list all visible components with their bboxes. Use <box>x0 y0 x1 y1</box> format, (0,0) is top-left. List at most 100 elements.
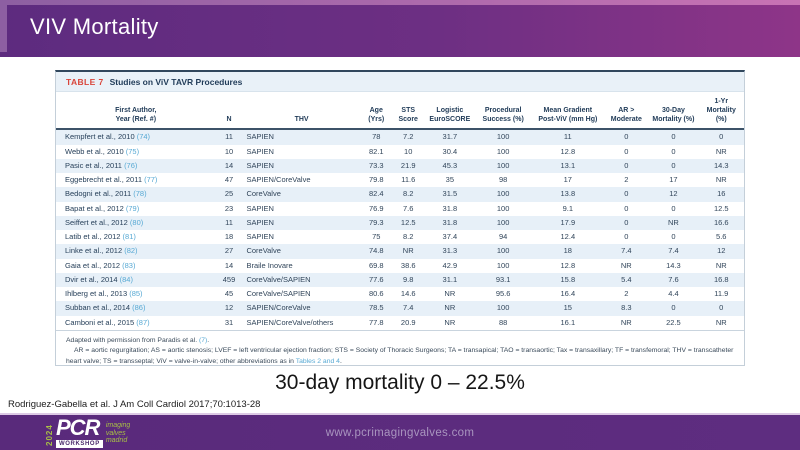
table-cell: 73.3 <box>368 160 384 170</box>
table-cell: 13.8 <box>560 189 576 199</box>
reference-link[interactable]: (80) <box>129 217 144 227</box>
table-cell: 7.4 <box>621 246 632 256</box>
table-row: Webb et al., 2010 (75) 10 SAPIEN 82.1 10 30.4… <box>56 145 744 159</box>
table-cell: 0 <box>624 203 629 213</box>
footer-url[interactable]: www.pcrimagingvalves.com <box>325 426 475 439</box>
table-cell: 14 <box>224 160 234 170</box>
reference-link[interactable]: (75) <box>125 146 140 156</box>
table-cell: NR <box>668 217 679 227</box>
table-cell: 0 <box>624 189 629 199</box>
table-cell: SAPIEN <box>246 146 274 156</box>
table-cell: 17.9 <box>560 217 576 227</box>
reference-link[interactable]: (82) <box>124 246 138 256</box>
slide-title: VIV Mortality <box>30 14 159 39</box>
author-text: Kempfert et al., 2010 <box>65 132 137 142</box>
table-cell: SAPIEN <box>246 160 274 170</box>
table-cell: 7.6 <box>403 203 414 213</box>
table-cell: 42.9 <box>442 260 458 270</box>
reference-link[interactable]: (84) <box>119 274 133 284</box>
author-text: Eggebrecht et al., 2011 <box>65 175 145 185</box>
table-cell: 77.6 <box>368 274 384 284</box>
table-cell: 12.4 <box>560 232 576 242</box>
table-cell: 14.3 <box>666 260 681 270</box>
reference-link[interactable]: (76) <box>124 160 138 170</box>
reference-link[interactable]: (74) <box>136 132 151 142</box>
logo-year: 2024 <box>45 424 54 446</box>
footnote-ref-link[interactable]: (7) <box>198 336 208 344</box>
table-cell: 11 <box>563 132 572 142</box>
table-cell: 0 <box>624 217 629 227</box>
table-row: Eggebrecht et al., 2011 (77) 47 SAPIEN/Cor… <box>56 173 744 187</box>
table-cell: 100 <box>496 217 510 227</box>
table-cell: 38.6 <box>400 260 416 270</box>
footnote-abbreviations-text: AR = aortic regurgitation; AS = aortic s… <box>66 347 734 365</box>
table-cell: 0 <box>719 303 724 313</box>
footnote-permission: Adapted with permission from Paradis et … <box>66 336 734 347</box>
table-cell: 13.1 <box>560 160 576 170</box>
table-cell: Braile Inovare <box>246 260 293 270</box>
table-cell: 23 <box>224 203 234 213</box>
table-cell: 11.9 <box>714 289 729 299</box>
table-cell: SAPIEN/CoreValve/others <box>246 317 334 327</box>
table-cell: 12 <box>669 189 678 199</box>
reference-link[interactable]: (86) <box>132 303 146 313</box>
table-cell: 2 <box>624 289 629 299</box>
table-cell: 12.8 <box>560 260 576 270</box>
table-cell: 31.7 <box>442 132 458 142</box>
table-cell: 0 <box>671 132 676 142</box>
table-cell: 5.6 <box>716 232 727 242</box>
logo-workshop-label: WORKSHOP <box>56 439 103 448</box>
table-cell: 7.6 <box>668 274 679 284</box>
reference-link[interactable]: (79) <box>125 203 140 213</box>
table-cell: 16.1 <box>560 317 576 327</box>
footnote-tables-link[interactable]: Tables 2 and 4 <box>295 357 340 365</box>
table-cell: 35 <box>445 175 455 185</box>
reference-link[interactable]: (85) <box>129 289 143 299</box>
footnote-permission-text: Adapted with permission from Paradis et … <box>66 336 199 344</box>
reference-link[interactable]: (81) <box>122 232 136 242</box>
table-cell: 0 <box>624 160 629 170</box>
table-cell: NR <box>715 146 727 156</box>
table-cell: 12 <box>224 303 234 313</box>
studies-table: First Author, Year (Ref. #) N THV Age (Yrs)… <box>56 92 744 330</box>
table-cell: 7.4 <box>668 246 679 256</box>
table-cell: 15.8 <box>560 274 576 284</box>
column-header: STS Score <box>391 92 425 131</box>
table-cell: 95.6 <box>495 289 511 299</box>
table-cell: CoreValve/SAPIEN <box>246 274 311 284</box>
reference-link[interactable]: (78) <box>133 189 147 199</box>
table-cell: 82.1 <box>368 146 384 156</box>
author-cell: Bedogni et al., 2011 (78) <box>56 187 216 201</box>
table-cell: 100 <box>496 189 510 199</box>
reference-link[interactable]: (83) <box>122 260 136 270</box>
column-header: Logistic EuroSCORE <box>424 92 475 131</box>
reference-link[interactable]: (77) <box>144 175 158 185</box>
column-header: Procedural Success (%) <box>474 92 532 131</box>
table-cell: 18 <box>563 246 572 256</box>
table-cell: 88 <box>498 317 508 327</box>
author-cell: Seiffert et al., 2012 (80) <box>56 216 216 230</box>
table-cell: 82.4 <box>368 189 384 199</box>
author-cell: Webb et al., 2010 (75) <box>56 145 216 159</box>
table-cell: 47 <box>224 175 234 185</box>
author-text: Pasic et al., 2011 <box>65 160 125 170</box>
table-cell: 25 <box>224 189 234 199</box>
table-cell: 75 <box>372 232 381 242</box>
table-cell: 76.9 <box>368 203 384 213</box>
table-cell: 78 <box>372 132 381 142</box>
table-cell: NR <box>444 289 456 299</box>
column-header: Mean Gradient Post-ViV (mm Hg) <box>531 92 605 131</box>
title-bar: VIV Mortality <box>0 0 800 57</box>
column-header: AR > Moderate <box>604 92 649 131</box>
reference-link[interactable]: (87) <box>136 317 150 327</box>
table-footnotes: Adapted with permission from Paradis et … <box>56 329 744 372</box>
table-cell: 16.4 <box>560 289 576 299</box>
footer-bar: www.pcrimagingvalves.com 2024 PCR WORKSH… <box>0 413 800 450</box>
table-cell: 0 <box>671 203 676 213</box>
table-cell: 100 <box>496 146 510 156</box>
column-header: 1-Yr Mortality (%) <box>698 92 744 131</box>
table-cell: 7.2 <box>403 132 414 142</box>
pcr-workshop-logo: 2024 PCR WORKSHOP imaging valves madrid <box>45 418 130 450</box>
author-cell: Linke et al., 2012 (82) <box>56 244 216 258</box>
column-header: Age (Yrs) <box>360 92 392 131</box>
